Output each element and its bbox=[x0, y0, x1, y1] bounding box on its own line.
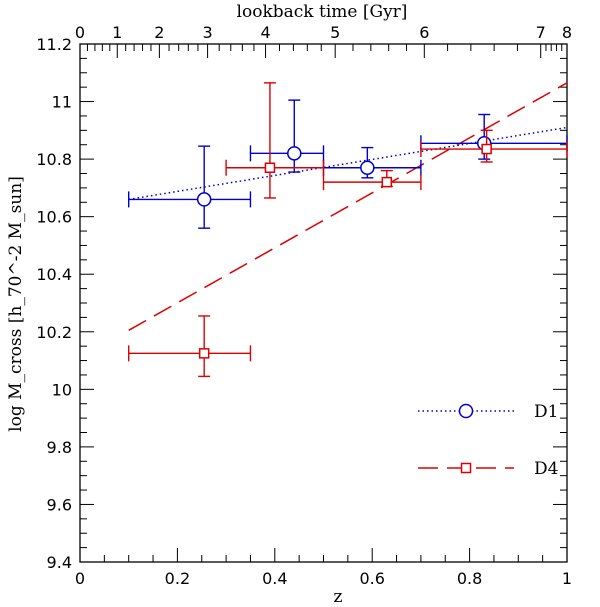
circle-marker bbox=[287, 146, 302, 161]
top-tick-label: 3 bbox=[203, 23, 213, 42]
y-tick-label: 9.6 bbox=[47, 495, 72, 514]
top-tick-label: 6 bbox=[419, 23, 429, 42]
circle-marker bbox=[196, 192, 212, 207]
legend-label: D4 bbox=[534, 459, 558, 479]
legend-item-d4: D4 bbox=[418, 459, 558, 479]
y-tick-label: 10.2 bbox=[36, 323, 72, 342]
square-marker bbox=[264, 162, 276, 173]
x-axis-title: z bbox=[334, 587, 343, 607]
x-tick-label: 0.6 bbox=[359, 569, 384, 588]
x-tick-label: 0 bbox=[75, 569, 85, 588]
circle-marker bbox=[360, 160, 375, 175]
data-point-d4-2 bbox=[225, 82, 325, 199]
legend-square-marker bbox=[460, 462, 472, 474]
data-point-d1-3 bbox=[322, 146, 422, 179]
y-tick-label: 10.6 bbox=[36, 208, 72, 227]
fit-lines bbox=[128, 82, 568, 331]
x-tick-label: 0.8 bbox=[457, 569, 482, 588]
y-tick-label: 11.2 bbox=[36, 35, 72, 54]
square-marker bbox=[198, 348, 210, 359]
data-point-d4-4 bbox=[420, 129, 568, 163]
square-marker bbox=[481, 143, 492, 155]
axis-ticks: 0 0.2 0.4 0.6 0.8 19.49.69.81010.210.410.610.… bbox=[36, 23, 572, 588]
plot-frame bbox=[79, 43, 568, 563]
top-tick-label: 5 bbox=[330, 23, 340, 42]
data-point-d1-1 bbox=[127, 145, 252, 229]
y-tick-label: 11 bbox=[52, 93, 72, 112]
top-tick-label: 4 bbox=[260, 23, 270, 42]
x-tick-label: 1 bbox=[562, 569, 572, 588]
data-points bbox=[127, 82, 568, 378]
y-tick-label: 10.8 bbox=[36, 150, 72, 169]
y-axis-title: log M_cross [h_70^-2 M_sun] bbox=[6, 176, 26, 432]
legend-label: D1 bbox=[534, 402, 558, 422]
square-marker bbox=[381, 176, 393, 188]
top-tick-label: 1 bbox=[112, 23, 122, 42]
plot-border bbox=[79, 43, 568, 563]
fit-line-d1 bbox=[128, 126, 568, 201]
x-tick-label: 0.2 bbox=[165, 569, 190, 588]
y-tick-label: 9.8 bbox=[47, 438, 72, 457]
y-tick-label: 10.4 bbox=[36, 265, 72, 284]
data-point-d1-2 bbox=[249, 99, 325, 173]
y-tick-label: 10 bbox=[52, 380, 72, 399]
top-tick-label: 8 bbox=[562, 23, 572, 42]
fit-line-d4 bbox=[128, 82, 568, 331]
legend-item-d1: D1 bbox=[418, 402, 558, 422]
top-tick-label: 0 bbox=[75, 23, 85, 42]
top-axis-title: lookback time [Gyr] bbox=[237, 2, 408, 22]
top-tick-label: 2 bbox=[154, 23, 164, 42]
data-point-d4-3 bbox=[322, 169, 422, 191]
y-tick-label: 9.4 bbox=[47, 553, 72, 572]
top-tick-label: 7 bbox=[536, 23, 546, 42]
data-point-d4-1 bbox=[127, 315, 252, 378]
legend-circle-marker bbox=[458, 403, 474, 419]
x-tick-label: 0.4 bbox=[262, 569, 287, 588]
legend: D1 D4 bbox=[418, 402, 558, 479]
